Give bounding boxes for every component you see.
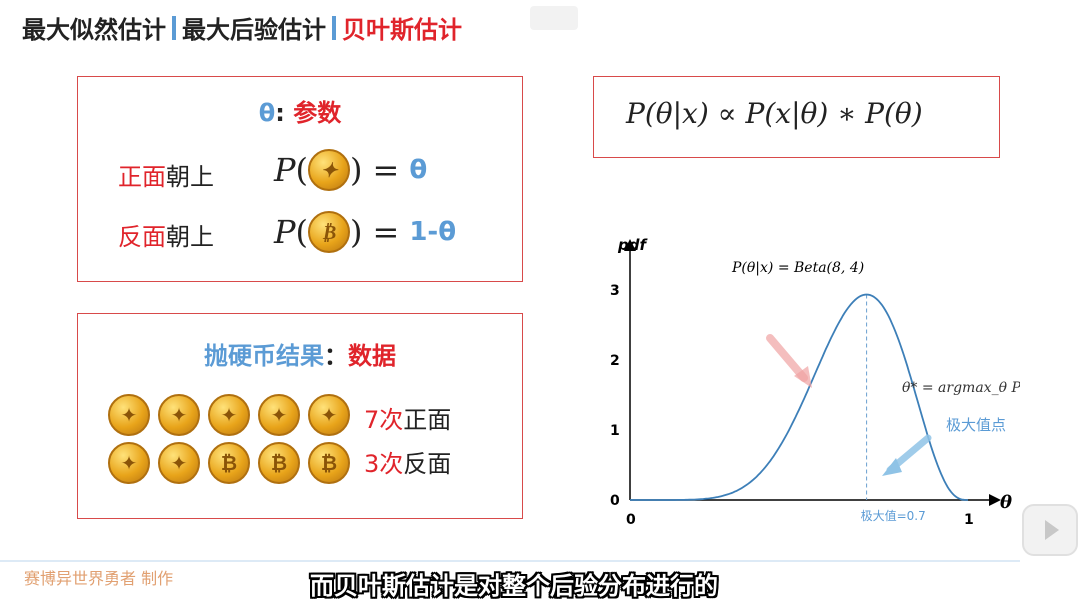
play-button-icon[interactable] (1022, 504, 1078, 556)
data-title-blue: 抛硬币结果 (204, 342, 324, 370)
formula-box: P(θ|x) ∝ P(x|θ) ∗ P(θ) (593, 76, 1000, 158)
colon: ： (324, 342, 348, 370)
heads-label: 正面 朝上 (118, 157, 214, 192)
heads-rest-text: 朝上 (166, 163, 214, 191)
y-tick-label: 0 (610, 493, 620, 509)
heads-coin-icon: ✦ (108, 394, 150, 436)
nav-item-bayes: 贝叶斯估计 (342, 16, 462, 44)
bayes-formula: P(θ|x) ∝ P(x|θ) ∗ P(θ) (626, 97, 923, 130)
mode-label: 极大值=0.7 (861, 508, 926, 523)
data-box: 抛硬币结果：数据 ✦ ✦ ✦ ✦ ✦ ✦ ✦ ₿ ₿ ₿ 7次正面 3次反面 (77, 313, 523, 519)
argmax-label: 极大值点 (946, 416, 1006, 434)
heads-count-number: 7次 (364, 406, 404, 434)
player-controls-icon[interactable] (530, 6, 578, 30)
p-symbol: P (274, 151, 296, 189)
argmax-formula: θ* = argmax_θ P(θ|x) (902, 380, 1020, 396)
tails-red-text: 反面 (118, 223, 166, 251)
coin-row-2: ✦ ✦ ₿ ₿ ₿ (108, 442, 350, 484)
tails-count-number: 3次 (364, 450, 404, 478)
y-ticks: 0 1 2 3 (610, 283, 620, 509)
curve-arrow-icon (766, 334, 808, 382)
heads-red-text: 正面 (118, 163, 166, 191)
y-tick-label: 2 (610, 353, 620, 369)
chart-title: P(θ|x) = Beta(8, 4) (731, 260, 864, 276)
tails-coin-icon: ₿ (258, 442, 300, 484)
parameter-heading: θ: 参数 (78, 93, 522, 128)
parameter-box: θ: 参数 正面 朝上 P( ✦ ) = θ 反面 朝上 P( ₿ ) = 1-θ (77, 76, 523, 282)
heads-count-label: 正面 (403, 406, 452, 434)
tails-coin-icon: ₿ (208, 442, 250, 484)
y-tick-label: 3 (610, 283, 620, 299)
parameter-title: 参数 (293, 99, 342, 127)
x-axis-label: θ (1000, 492, 1012, 513)
video-subtitle: 而贝叶斯估计是对整个后验分布进行的 (310, 572, 718, 600)
nav-item-mle: 最大似然估计 (22, 16, 166, 44)
pdf-curve (630, 293, 968, 501)
y-tick-label: 1 (610, 423, 620, 439)
tails-label: 反面 朝上 (118, 217, 214, 252)
tails-rest-text: 朝上 (166, 223, 214, 251)
argmax-arrowhead-icon (882, 458, 902, 476)
y-axis-label: pdf (617, 236, 648, 254)
tails-count: 3次反面 (364, 444, 451, 479)
tails-value: 1-θ (409, 217, 457, 247)
p-symbol: P (274, 213, 296, 251)
title-nav: 最大似然估计 最大后验估计 贝叶斯估计 (22, 10, 462, 45)
curve-arrowhead-icon (794, 366, 812, 388)
tails-coin-icon: ₿ (308, 211, 351, 253)
theta-symbol: θ (258, 99, 276, 127)
heads-coin-icon: ✦ (158, 394, 200, 436)
x-tick-label: 0 (626, 512, 636, 528)
nav-separator (332, 15, 336, 40)
colon: : (275, 99, 285, 127)
heads-coin-icon: ✦ (308, 149, 351, 191)
heads-probability: P( ✦ ) = θ (274, 149, 428, 191)
tails-coin-icon: ₿ (308, 442, 350, 484)
data-title-red: 数据 (348, 342, 396, 370)
x-tick-label: 1 (964, 512, 974, 528)
heads-coin-icon: ✦ (158, 442, 200, 484)
heads-coin-icon: ✦ (208, 394, 250, 436)
heads-count: 7次正面 (364, 400, 451, 435)
nav-item-map: 最大后验估计 (182, 16, 326, 44)
heads-value: θ (409, 155, 428, 185)
data-heading: 抛硬币结果：数据 (78, 336, 522, 371)
bottom-divider (0, 560, 1020, 562)
heads-coin-icon: ✦ (258, 394, 300, 436)
watermark: 赛博异世界勇者 制作 (24, 569, 174, 588)
tails-probability: P( ₿ ) = 1-θ (274, 211, 457, 253)
coin-row-1: ✦ ✦ ✦ ✦ ✦ (108, 394, 350, 436)
nav-separator (172, 15, 176, 40)
tails-count-label: 反面 (403, 450, 452, 478)
heads-coin-icon: ✦ (108, 442, 150, 484)
heads-coin-icon: ✦ (308, 394, 350, 436)
